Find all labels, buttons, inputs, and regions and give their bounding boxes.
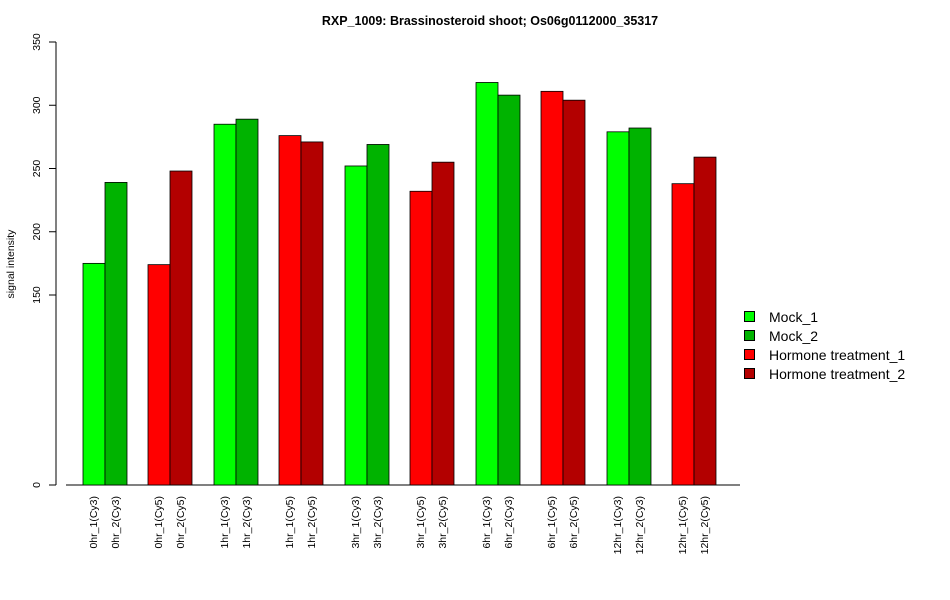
y-tick-label: 250 [31,160,43,178]
legend-swatch [744,311,755,322]
bar [82,262,106,486]
x-tick-label: 12hr_1(Cy3) [612,496,624,554]
legend-label: Mock_1 [769,308,819,325]
x-tick-label: 1hr_2(Cy5) [306,496,318,549]
legend-item: Mock_2 [744,326,905,345]
x-tick-label: 12hr_2(Cy3) [634,496,646,554]
legend-label: Hormone treatment_2 [769,365,906,382]
x-tick-label: 6hr_2(Cy5) [568,496,580,549]
bar [147,264,171,486]
legend-item: Hormone treatment_2 [744,364,905,383]
x-tick-label: 6hr_2(Cy3) [503,496,515,549]
bar [606,131,630,486]
x-tick-label: 0hr_2(Cy5) [175,496,187,549]
x-tick-label: 6hr_1(Cy3) [481,496,493,549]
bar [562,99,586,486]
bar [235,118,259,486]
bars [82,82,717,486]
x-tick-label: 12hr_2(Cy5) [699,496,711,554]
y-tick-label: 350 [31,33,43,51]
bar [628,127,652,486]
bar [431,161,455,486]
x-tick-label: 3hr_2(Cy5) [437,496,449,549]
x-tick-label: 0hr_1(Cy5) [153,496,165,549]
legend: Mock_1 Mock_2 Hormone treatment_1 Hormone t… [744,307,905,383]
bar [475,82,499,486]
bar [344,165,368,486]
bar [169,170,193,486]
bar [540,90,564,486]
x-tick-label: 6hr_1(Cy5) [546,496,558,549]
legend-item: Mock_1 [744,307,905,326]
bar [693,156,717,486]
bar [497,94,521,486]
legend-swatch [744,330,755,341]
bar [409,190,433,486]
x-tick-label: 3hr_1(Cy3) [350,496,362,549]
chart-title: RXP_1009: Brassinosteroid shoot; Os06g01… [321,14,659,28]
bar [671,183,695,486]
x-tick-label: 3hr_2(Cy3) [372,496,384,549]
legend-label: Mock_2 [769,327,819,344]
bar [278,135,302,486]
y-tick-label: 200 [31,223,43,241]
bar [366,144,390,486]
legend-item: Hormone treatment_1 [744,345,905,364]
x-tick-labels: 0hr_1(Cy3) 0hr_2(Cy3) 0hr_1(Cy5) 0hr_2(Cy5)… [88,496,711,554]
x-tick-label: 1hr_1(Cy5) [284,496,296,549]
bar [213,123,237,486]
legend-label: Hormone treatment_1 [769,346,906,363]
x-tick-label: 1hr_2(Cy3) [241,496,253,549]
legend-swatch [744,368,755,379]
x-tick-label: 1hr_1(Cy3) [219,496,231,549]
y-tick-label: 300 [31,96,43,114]
x-tick-label: 0hr_1(Cy3) [88,496,100,549]
y-tick-label: 150 [31,286,43,304]
x-tick-label: 0hr_2(Cy3) [110,496,122,549]
x-tick-label: 12hr_1(Cy5) [677,496,689,554]
y-axis-label: signal intensity [5,229,17,299]
y-axis: 0 150 200 250 300 350 [31,33,57,488]
x-tick-label: 3hr_1(Cy5) [415,496,427,549]
y-tick-label: 0 [31,482,43,488]
bar [300,141,324,486]
bar [104,182,128,486]
legend-swatch [744,349,755,360]
